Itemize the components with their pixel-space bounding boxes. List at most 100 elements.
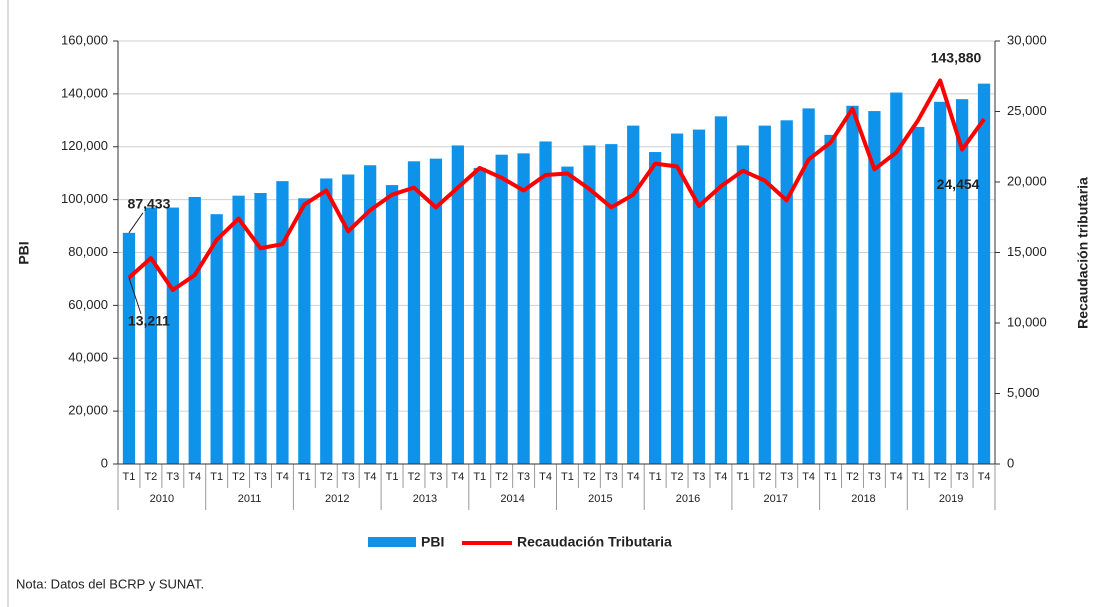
bar <box>736 145 750 464</box>
y2-tick-label: 0 <box>1007 455 1014 470</box>
y-tick-label: 80,000 <box>68 244 108 259</box>
x-tick-label: T2 <box>934 471 947 483</box>
x-tick-label: T2 <box>232 471 245 483</box>
x-tick-label: T4 <box>802 471 815 483</box>
x-tick-label: T2 <box>495 471 508 483</box>
x-tick-label: T3 <box>693 471 706 483</box>
x-tick-label: T2 <box>583 471 596 483</box>
x-tick-label: T4 <box>188 471 201 483</box>
x-tick-label: T3 <box>342 471 355 483</box>
year-label: 2010 <box>150 493 174 505</box>
x-tick-label: T3 <box>780 471 793 483</box>
bar <box>166 207 179 464</box>
x-tick-label: T1 <box>473 471 486 483</box>
line <box>127 78 986 293</box>
x-tick-label: T1 <box>123 471 136 483</box>
y-tick-label: 140,000 <box>61 85 108 100</box>
x-tick-label: T1 <box>210 471 223 483</box>
bar <box>758 125 771 464</box>
bar <box>363 165 377 464</box>
x-tick-label: T3 <box>166 471 179 483</box>
bar <box>912 126 925 464</box>
data-label: 87,433 <box>128 196 171 212</box>
x-tick-label: T1 <box>298 471 311 483</box>
year-label: 2012 <box>325 493 349 505</box>
bar <box>473 167 486 464</box>
year-label: 2015 <box>588 493 612 505</box>
bar <box>670 133 684 464</box>
bar <box>495 154 508 464</box>
bar <box>714 116 728 465</box>
x-tick-label: T4 <box>539 471 552 483</box>
y2-tick-label: 30,000 <box>1007 32 1047 47</box>
y2-axis-title: Recaudación tributaria <box>1075 177 1091 329</box>
data-label: 143,880 <box>931 49 982 65</box>
y-axis-title: PBI <box>16 241 32 264</box>
bar <box>890 92 903 464</box>
year-label: 2018 <box>851 493 875 505</box>
x-tick-label: T1 <box>912 471 925 483</box>
y-tick-label: 60,000 <box>68 297 108 312</box>
leader <box>128 212 144 234</box>
x-tick-label: T3 <box>605 471 618 483</box>
bar <box>955 99 969 464</box>
x-tick-label: T2 <box>846 471 859 483</box>
x-tick-label: T4 <box>978 471 991 483</box>
bar <box>385 185 399 464</box>
y2-tick-label: 10,000 <box>1007 314 1047 329</box>
year-label: 2011 <box>238 493 262 505</box>
x-tick-label: T3 <box>429 471 442 483</box>
x-tick-label: T3 <box>868 471 881 483</box>
year-label: 2013 <box>413 493 437 505</box>
y-tick-label: 120,000 <box>61 138 108 153</box>
bar <box>517 153 530 464</box>
note: Nota: Datos del BCRP y SUNAT. <box>16 576 204 591</box>
x-tick-label: T2 <box>408 471 421 483</box>
y-tick-label: 160,000 <box>61 32 108 47</box>
x-tick-label: T4 <box>890 471 903 483</box>
legend-label: Recaudación Tributaria <box>517 534 672 550</box>
bar <box>342 174 355 464</box>
bar <box>232 195 245 465</box>
year-label: 2016 <box>676 493 700 505</box>
bar <box>846 105 859 464</box>
bar <box>188 196 201 464</box>
y-tick-label: 20,000 <box>68 403 108 418</box>
bar <box>868 111 881 464</box>
y2-tick-label: 5,000 <box>1007 385 1040 400</box>
year-label: 2017 <box>764 493 788 505</box>
x-tick-label: T1 <box>386 471 399 483</box>
bar <box>780 120 793 464</box>
x-tick-label: T2 <box>758 471 771 483</box>
bar <box>122 232 136 464</box>
legend-label: PBI <box>421 534 444 550</box>
bar <box>802 108 815 465</box>
x-tick-label: T4 <box>451 471 464 483</box>
bar <box>451 145 464 464</box>
y-tick-label: 100,000 <box>61 191 108 206</box>
y2-tick-label: 15,000 <box>1007 244 1047 259</box>
bar <box>320 178 333 464</box>
x-tick-label: T4 <box>276 471 289 483</box>
x-tick-label: T3 <box>956 471 969 483</box>
bar <box>649 152 662 464</box>
x-tick-label: T1 <box>561 471 574 483</box>
x-tick-label: T4 <box>627 471 640 483</box>
legend-swatch <box>368 537 416 547</box>
bar <box>276 181 289 464</box>
x-tick-label: T3 <box>517 471 530 483</box>
x-tick-label: T2 <box>320 471 333 483</box>
bar <box>627 125 640 464</box>
bar <box>605 144 618 464</box>
bar <box>977 83 991 464</box>
data-label: 13,211 <box>128 312 170 328</box>
y2-tick-label: 20,000 <box>1007 173 1047 188</box>
y-tick-label: 40,000 <box>68 350 108 365</box>
x-tick-label: T3 <box>254 471 267 483</box>
bar <box>583 145 596 464</box>
data-label: 24,454 <box>937 176 980 192</box>
bar <box>298 198 311 464</box>
year-label: 2019 <box>939 493 963 505</box>
x-tick-label: T1 <box>649 471 662 483</box>
